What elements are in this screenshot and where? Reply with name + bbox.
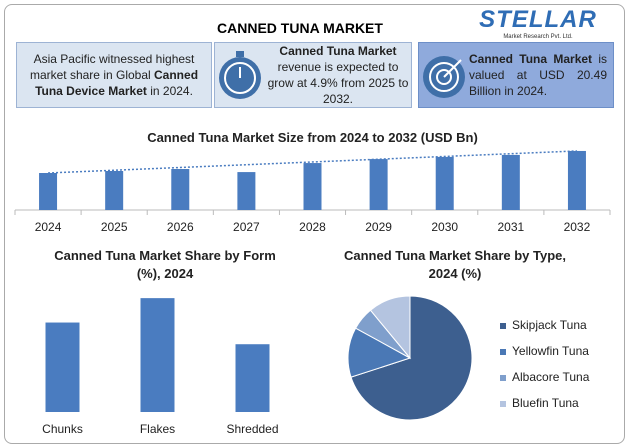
bar bbox=[235, 344, 270, 412]
bar bbox=[140, 298, 175, 412]
info-text-part: Canned Tuna Market bbox=[279, 44, 397, 58]
chart-title: Canned Tuna Market Share by Type, 2024 (… bbox=[343, 248, 566, 281]
chart-title: Canned Tuna Market Size from 2024 to 203… bbox=[147, 130, 478, 145]
frame bbox=[4, 4, 625, 444]
bar bbox=[501, 154, 520, 210]
info-text: Canned Tuna Market is valued at USD 20.4… bbox=[469, 51, 607, 99]
legend-swatch bbox=[500, 401, 506, 407]
bar bbox=[39, 173, 58, 210]
x-tick-label: 2029 bbox=[365, 220, 392, 234]
info-text: Canned Tuna Market is valued at USD 20.4… bbox=[469, 51, 607, 99]
legend-swatch bbox=[500, 349, 506, 355]
pie-slice bbox=[350, 295, 473, 421]
x-tick-label: Shredded bbox=[226, 422, 278, 436]
info-text: Canned Tuna Market revenue is expected t… bbox=[265, 43, 411, 107]
info-text-part: Asia Pacific witnessed highest market sh… bbox=[29, 52, 195, 82]
legend-label: Albacore Tuna bbox=[512, 370, 590, 384]
page-title: CANNED TUNA MARKET bbox=[217, 20, 383, 36]
logo: STELLAR Market Research Pvt. Ltd. bbox=[468, 6, 608, 40]
x-tick-label: 2030 bbox=[431, 220, 458, 234]
stopwatch-icon bbox=[219, 51, 261, 99]
target-icon bbox=[423, 56, 465, 98]
bar bbox=[105, 171, 124, 210]
bar bbox=[45, 322, 80, 412]
info-text-part: Canned Tuna Market bbox=[469, 52, 593, 66]
info-text-part: is valued at USD 20.49 Billion in 2024. bbox=[469, 52, 607, 98]
bar bbox=[171, 169, 190, 210]
x-tick-label: Chunks bbox=[42, 422, 83, 436]
x-tick-label: 2025 bbox=[101, 220, 128, 234]
x-tick-label: 2024 bbox=[35, 220, 62, 234]
legend-label: Yellowfin Tuna bbox=[512, 344, 589, 358]
legend-label: Bluefin Tuna bbox=[512, 396, 579, 410]
info-text-part: revenue is expected to grow at 4.9% from… bbox=[267, 60, 409, 106]
info-box: Asia Pacific witnessed highest market sh… bbox=[16, 42, 212, 108]
x-tick-label: Flakes bbox=[140, 422, 175, 436]
chart-title: Canned Tuna Market Share by Form (%), 20… bbox=[54, 248, 276, 281]
bar bbox=[567, 150, 586, 210]
info-box: Canned Tuna Market is valued at USD 20.4… bbox=[418, 42, 614, 108]
info-text-part: Canned Tuna Device Market bbox=[35, 68, 199, 98]
x-tick-label: 2028 bbox=[299, 220, 326, 234]
logo-tagline: Market Research Pvt. Ltd. bbox=[503, 34, 573, 40]
x-tick-label: 2027 bbox=[233, 220, 260, 234]
trend-line bbox=[48, 150, 577, 174]
bar bbox=[303, 163, 322, 210]
info-text: Canned Tuna Market revenue is expected t… bbox=[265, 43, 411, 107]
bar bbox=[369, 159, 388, 210]
legend-swatch bbox=[500, 375, 506, 381]
pie-slice bbox=[369, 295, 411, 360]
logo-name: STELLAR bbox=[479, 6, 597, 33]
x-tick-label: 2026 bbox=[167, 220, 194, 234]
legend-swatch bbox=[500, 323, 506, 329]
info-text-part: in 2024. bbox=[146, 84, 193, 98]
x-tick-label: 2032 bbox=[564, 220, 591, 234]
bar bbox=[237, 172, 256, 210]
info-box: Canned Tuna Market revenue is expected t… bbox=[214, 42, 412, 108]
bar bbox=[435, 156, 454, 210]
legend-label: Skipjack Tuna bbox=[512, 318, 587, 332]
x-tick-label: 2031 bbox=[497, 220, 524, 234]
info-text: Asia Pacific witnessed highest market sh… bbox=[25, 51, 203, 99]
